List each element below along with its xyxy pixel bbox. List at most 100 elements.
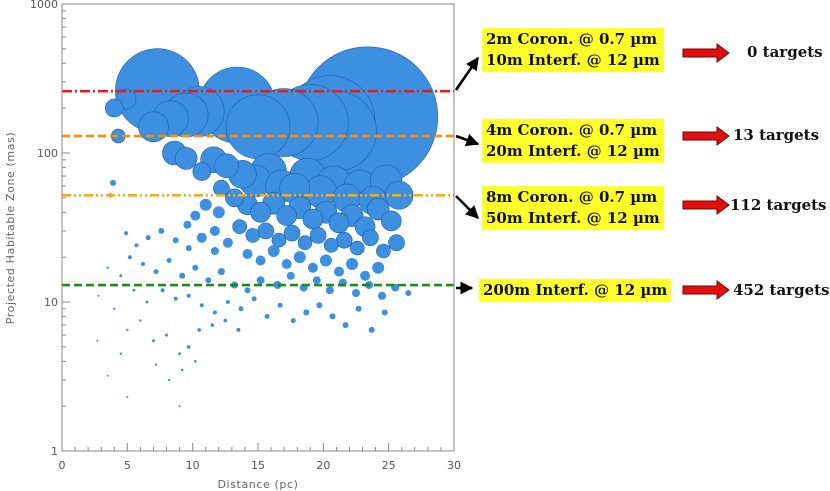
data-bubble [178,405,181,408]
axis-ticks: 0 5 10 15 20 25 30 1 10 100 1000 [30,0,461,472]
data-bubble [141,262,145,266]
red-arrow [682,195,730,215]
data-bubble [334,266,344,277]
y-tick-label: 1 [51,445,58,458]
data-bubble [138,111,169,143]
data-bubble [132,288,136,292]
data-bubble [192,264,199,271]
x-axis-label: Distance (pc) [217,478,298,491]
data-bubble [276,205,298,226]
data-bubble [245,228,261,243]
data-bubble [192,162,212,181]
data-bubble [267,245,280,257]
data-bubble [362,229,379,246]
x-tick-label: 25 [382,459,396,472]
x-tick-label: 20 [316,459,330,472]
data-bubble [209,225,220,236]
callout-1-line-2: 10m Interf. @ 12 µm [486,51,660,69]
callout-arrows [454,43,730,300]
data-bubble [119,352,123,355]
data-bubble [213,179,230,197]
callout-2-line-2: 20m Interf. @ 12 µm [486,142,660,160]
threshold-lines [62,89,454,287]
data-bubble [225,300,230,304]
callout-1-result: 0 targets [747,43,823,61]
data-bubble [167,378,171,382]
data-bubble [271,232,287,248]
x-tick-label: 10 [186,459,200,472]
data-bubble [196,232,207,243]
data-bubble [145,300,149,304]
data-bubble [355,305,362,312]
red-arrow [682,43,730,63]
data-bubble [154,363,158,366]
data-bubble [307,262,318,273]
data-bubble [205,277,212,284]
data-bubble [329,313,336,320]
x-tick-label: 5 [124,459,131,472]
x-tick-label: 15 [251,459,265,472]
data-bubble [309,227,327,244]
data-bubble [405,290,412,296]
data-bubble [97,294,100,297]
data-bubble [250,202,271,223]
data-bubble [106,266,109,269]
data-bubble [342,322,349,329]
data-bubble [328,212,350,234]
data-bubble [257,222,275,240]
data-bubble [360,270,371,281]
data-bubble [236,327,241,332]
callout-3-box: 8m Coron. @ 0.7 µm 50m Interf. @ 12 µm [482,186,664,230]
y-tick-label: 10 [44,296,58,309]
data-bubble [352,289,360,297]
data-bubble [139,319,142,322]
data-bubble [119,274,123,278]
data-bubble [113,307,116,310]
data-bubble [217,268,225,276]
data-bubble [225,94,291,160]
data-bubble [212,206,225,219]
data-bubble [106,374,109,377]
data-bubble [96,339,99,342]
y-tick-label: 1000 [30,0,58,11]
data-bubble [152,339,155,343]
data-bubble [153,269,159,275]
data-bubble [297,235,313,250]
callout-3-result: 112 targets [730,196,827,214]
y-tick-label: 100 [37,147,58,160]
data-bubble [238,306,244,312]
data-bubble [255,255,266,266]
data-bubble [319,254,332,267]
data-bubble [124,231,128,236]
data-bubble [349,240,365,256]
data-bubble [273,281,282,289]
data-bubble [346,258,359,270]
data-bubble [380,210,402,232]
callout-4-box: 200m Interf. @ 12 µm [479,279,672,302]
data-bubble [190,210,201,221]
callout-3-line-1: 8m Coron. @ 0.7 µm [486,188,658,206]
data-bubble [244,287,251,294]
data-bubble [335,231,353,249]
data-bubble [134,243,139,248]
red-arrow [682,126,730,146]
data-bubble [199,198,212,211]
data-bubble [368,326,375,333]
data-bubble [183,220,192,229]
callout-1-box: 2m Coron. @ 0.7 µm 10m Interf. @ 12 µm [482,28,664,72]
callout-4-result: 452 targets [733,281,830,299]
data-bubble [223,318,228,323]
callout-1-line-1: 2m Coron. @ 0.7 µm [486,30,658,48]
data-bubble [197,328,201,332]
data-bubble [173,296,178,301]
callout-4-line-1: 200m Interf. @ 12 µm [483,281,668,299]
data-bubble [185,245,192,252]
callout-2-result: 13 targets [733,126,820,144]
black-arrow [454,56,480,91]
data-bubble [302,208,324,230]
data-bubble [388,234,405,251]
data-bubble [222,237,233,248]
data-bubble [158,227,165,234]
x-tick-label: 0 [59,459,66,472]
data-bubble [290,318,296,324]
